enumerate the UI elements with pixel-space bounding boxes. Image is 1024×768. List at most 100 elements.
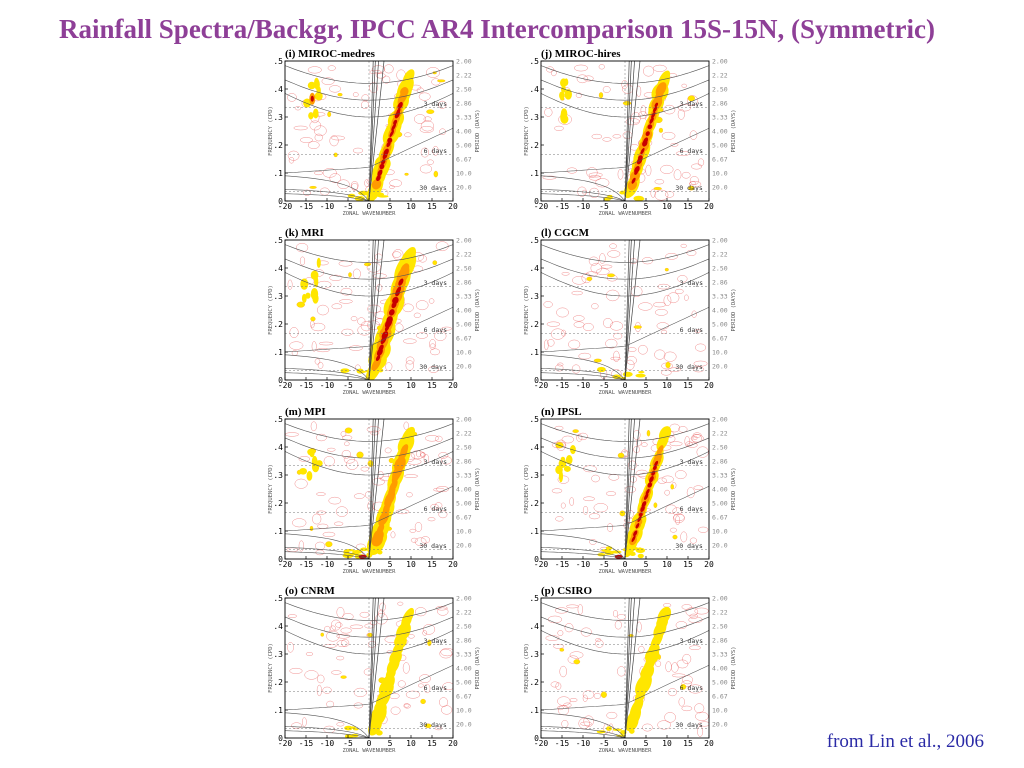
kelvin-dispersion-line bbox=[624, 598, 641, 738]
x-tick-label: 15 bbox=[427, 381, 437, 390]
noise-contour bbox=[416, 332, 428, 339]
x-tick-label: 0 bbox=[367, 202, 372, 211]
period-tick-label: 2.50 bbox=[456, 623, 472, 631]
noise-contour bbox=[551, 488, 563, 494]
panel-title: (m) MPI bbox=[285, 406, 326, 418]
panel-title: (k) MRI bbox=[285, 227, 324, 239]
mrg-dispersion-curve bbox=[541, 127, 709, 174]
signal-blob bbox=[404, 172, 409, 176]
wig-signal bbox=[312, 293, 319, 304]
noise-contour bbox=[554, 125, 564, 131]
y-tick-label: 0 bbox=[278, 555, 283, 564]
wig-signal bbox=[569, 444, 576, 455]
noise-contour bbox=[588, 175, 602, 181]
noise-contour bbox=[663, 104, 676, 115]
noise-contour bbox=[550, 681, 560, 688]
x-tick-label: -20 bbox=[534, 381, 549, 390]
noise-contour bbox=[684, 294, 689, 301]
noise-contour bbox=[329, 274, 343, 281]
noise-contour bbox=[375, 73, 386, 79]
noise-contour bbox=[322, 686, 332, 694]
noise-contour bbox=[583, 496, 595, 502]
mrg-dispersion-curve bbox=[541, 664, 709, 711]
plot-area bbox=[541, 419, 709, 559]
y-tick-label: .5 bbox=[273, 415, 283, 424]
noise-contour bbox=[555, 364, 564, 372]
noise-contour bbox=[439, 648, 453, 659]
noise-contour bbox=[560, 502, 566, 509]
noise-contour bbox=[691, 310, 697, 318]
noise-contour bbox=[326, 630, 340, 642]
noise-contour bbox=[329, 173, 341, 184]
noise-contour bbox=[340, 431, 347, 437]
wig-signal bbox=[307, 81, 316, 90]
signal-blob bbox=[607, 273, 615, 278]
period-day-label: 6 days bbox=[680, 326, 704, 334]
signal-blob bbox=[325, 541, 333, 548]
rossby-dispersion-curve bbox=[285, 551, 370, 559]
noise-contour bbox=[336, 606, 345, 618]
signal-blob bbox=[296, 301, 305, 308]
noise-contour bbox=[686, 487, 695, 499]
noise-contour bbox=[364, 179, 370, 187]
noise-contour bbox=[414, 537, 427, 547]
noise-contour bbox=[316, 433, 327, 442]
noise-contour bbox=[327, 447, 336, 452]
y-tick-label: .1 bbox=[529, 348, 539, 357]
noise-contour bbox=[657, 477, 667, 484]
noise-contour bbox=[557, 704, 570, 716]
noise-contour bbox=[405, 356, 415, 365]
noise-contour bbox=[438, 452, 449, 459]
noise-contour bbox=[311, 341, 317, 352]
mjo-signal bbox=[638, 370, 645, 374]
noise-contour bbox=[369, 70, 382, 75]
noise-contour bbox=[695, 711, 709, 721]
period-day-label: 3 days bbox=[680, 637, 704, 645]
y-axis-label: FREQUENCY (CPD) bbox=[524, 106, 530, 156]
noise-contour bbox=[582, 694, 588, 702]
noise-contour bbox=[577, 432, 588, 441]
noise-contour bbox=[661, 131, 676, 140]
noise-contour bbox=[686, 249, 697, 256]
noise-contour bbox=[660, 329, 668, 334]
noise-contour bbox=[367, 320, 381, 330]
noise-contour bbox=[690, 434, 704, 443]
wig-signal bbox=[307, 448, 314, 456]
period-axis-label: PERIOD (DAYS) bbox=[475, 288, 481, 331]
noise-contour bbox=[307, 66, 322, 74]
x-tick-label: -20 bbox=[278, 381, 293, 390]
kelvin-dispersion-line bbox=[368, 61, 385, 201]
signal-blob bbox=[646, 430, 651, 437]
mjo-signal bbox=[377, 368, 384, 373]
x-tick-label: 20 bbox=[704, 202, 714, 211]
x-tick-label: 10 bbox=[662, 739, 672, 748]
x-tick-label: 0 bbox=[623, 560, 628, 569]
noise-contour bbox=[695, 343, 707, 352]
noise-contour bbox=[433, 487, 445, 492]
noise-contour bbox=[640, 105, 647, 116]
noise-contour bbox=[685, 441, 693, 447]
noise-contour bbox=[606, 491, 617, 496]
signal-blob bbox=[665, 361, 671, 369]
kelvin-signal bbox=[635, 523, 640, 529]
x-tick-label: -5 bbox=[343, 381, 353, 390]
period-tick-label: 2.00 bbox=[456, 237, 472, 245]
y-tick-label: .4 bbox=[529, 85, 539, 94]
noise-contour bbox=[653, 302, 666, 308]
rossby-dispersion-curve bbox=[285, 533, 370, 559]
period-day-label: 6 days bbox=[680, 147, 704, 155]
noise-contour bbox=[359, 611, 370, 618]
y-tick-label: .2 bbox=[529, 141, 539, 150]
noise-contour bbox=[660, 369, 672, 376]
signal-blob bbox=[309, 525, 314, 531]
plot-area bbox=[541, 598, 709, 738]
noise-contour bbox=[678, 697, 685, 707]
kelvin-signal bbox=[645, 488, 650, 495]
citation: from Lin et al., 2006 bbox=[826, 731, 984, 752]
x-tick-label: 0 bbox=[623, 381, 628, 390]
noise-contour bbox=[316, 684, 322, 697]
noise-contour bbox=[298, 540, 305, 552]
gravity-dispersion-curve bbox=[285, 602, 453, 621]
noise-contour bbox=[571, 290, 583, 296]
